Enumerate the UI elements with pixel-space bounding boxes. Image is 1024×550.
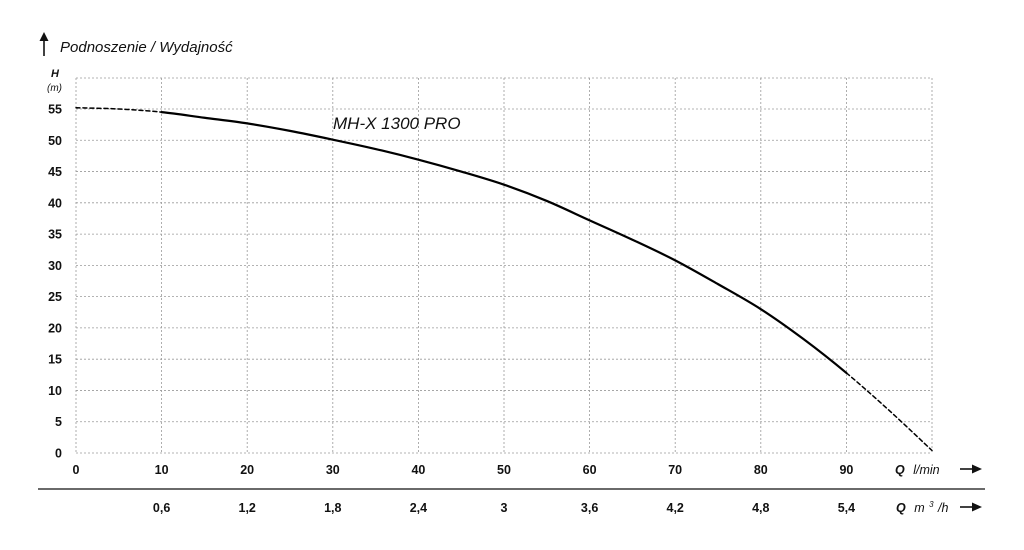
chart-title: Podnoszenie / Wydajność [60, 39, 233, 56]
secondary-x-tick-label: 5,4 [838, 501, 855, 515]
y-axis-arrow-icon [39, 32, 49, 41]
y-tick-labels: 0 5 10 15 20 25 30 35 40 45 50 55 [48, 103, 62, 461]
x-axis-label: Q l/min [895, 461, 940, 478]
x-tick-label: 40 [411, 463, 425, 477]
series-line-dashed-segment [75, 107, 163, 113]
y-tick-label: 40 [48, 196, 62, 210]
secondary-x-axis-unit-sup: 3 [929, 500, 934, 509]
secondary-x-axis-unit-base: m [914, 501, 924, 515]
secondary-x-axis-symbol: Q [896, 501, 906, 515]
secondary-x-tick-label: 0,6 [153, 501, 170, 515]
x-tick-label: 10 [155, 463, 169, 477]
grid [75, 77, 933, 454]
y-tick-label: 15 [48, 353, 62, 367]
series-line-dashed-segment [845, 372, 933, 452]
secondary-x-tick-label: 4,2 [667, 501, 684, 515]
x-axis-arrow-icon [972, 464, 982, 474]
secondary-x-tick-label: 3,6 [581, 501, 598, 515]
y-tick-label: 0 [55, 447, 62, 461]
x-tick-label: 70 [668, 463, 682, 477]
secondary-x-tick-label: 3 [501, 501, 508, 515]
x-axis-unit: l/min [913, 463, 939, 477]
series-label: MH-X 1300 PRO [333, 114, 461, 133]
secondary-x-tick-label: 2,4 [410, 501, 427, 515]
y-tick-label: 10 [48, 384, 62, 398]
chart-title-group: Podnoszenie / Wydajność [39, 32, 233, 56]
secondary-x-axis-arrow-icon [972, 502, 982, 512]
x-tick-label: 80 [754, 463, 768, 477]
x-tick-label: 20 [240, 463, 254, 477]
y-tick-label: 25 [48, 290, 62, 304]
secondary-x-tick-label: 1,8 [324, 501, 341, 515]
y-tick-label: 35 [48, 228, 62, 242]
secondary-x-axis-label-group: Q m 3 /h [896, 494, 982, 516]
x-tick-label: 0 [73, 463, 80, 477]
y-axis-unit: (m) [47, 83, 62, 94]
x-tick-label: 90 [839, 463, 853, 477]
secondary-x-axis-unit-tail: /h [937, 501, 948, 515]
y-axis-symbol: H [51, 68, 60, 80]
y-tick-label: 20 [48, 321, 62, 335]
x-tick-labels: 0 10 20 30 40 50 60 70 80 90 [73, 463, 854, 477]
x-tick-label: 30 [326, 463, 340, 477]
secondary-x-tick-label: 1,2 [239, 501, 256, 515]
series-line-solid-segment [160, 111, 848, 375]
series-lines [75, 107, 933, 452]
secondary-x-tick-labels: 0,6 1,2 1,8 2,4 3 3,6 4,2 4,8 5,4 [153, 501, 855, 515]
x-tick-label: 60 [583, 463, 597, 477]
x-axis-label-group: Q l/min [895, 461, 982, 478]
x-tick-label: 50 [497, 463, 511, 477]
secondary-x-tick-label: 4,8 [752, 501, 769, 515]
y-tick-label: 55 [48, 103, 62, 117]
y-tick-label: 50 [48, 134, 62, 148]
y-tick-label: 30 [48, 259, 62, 273]
x-axis-symbol: Q [895, 463, 905, 477]
y-tick-label: 45 [48, 165, 62, 179]
y-tick-label: 5 [55, 415, 62, 429]
secondary-x-axis-label: Q m 3 /h [896, 494, 948, 516]
